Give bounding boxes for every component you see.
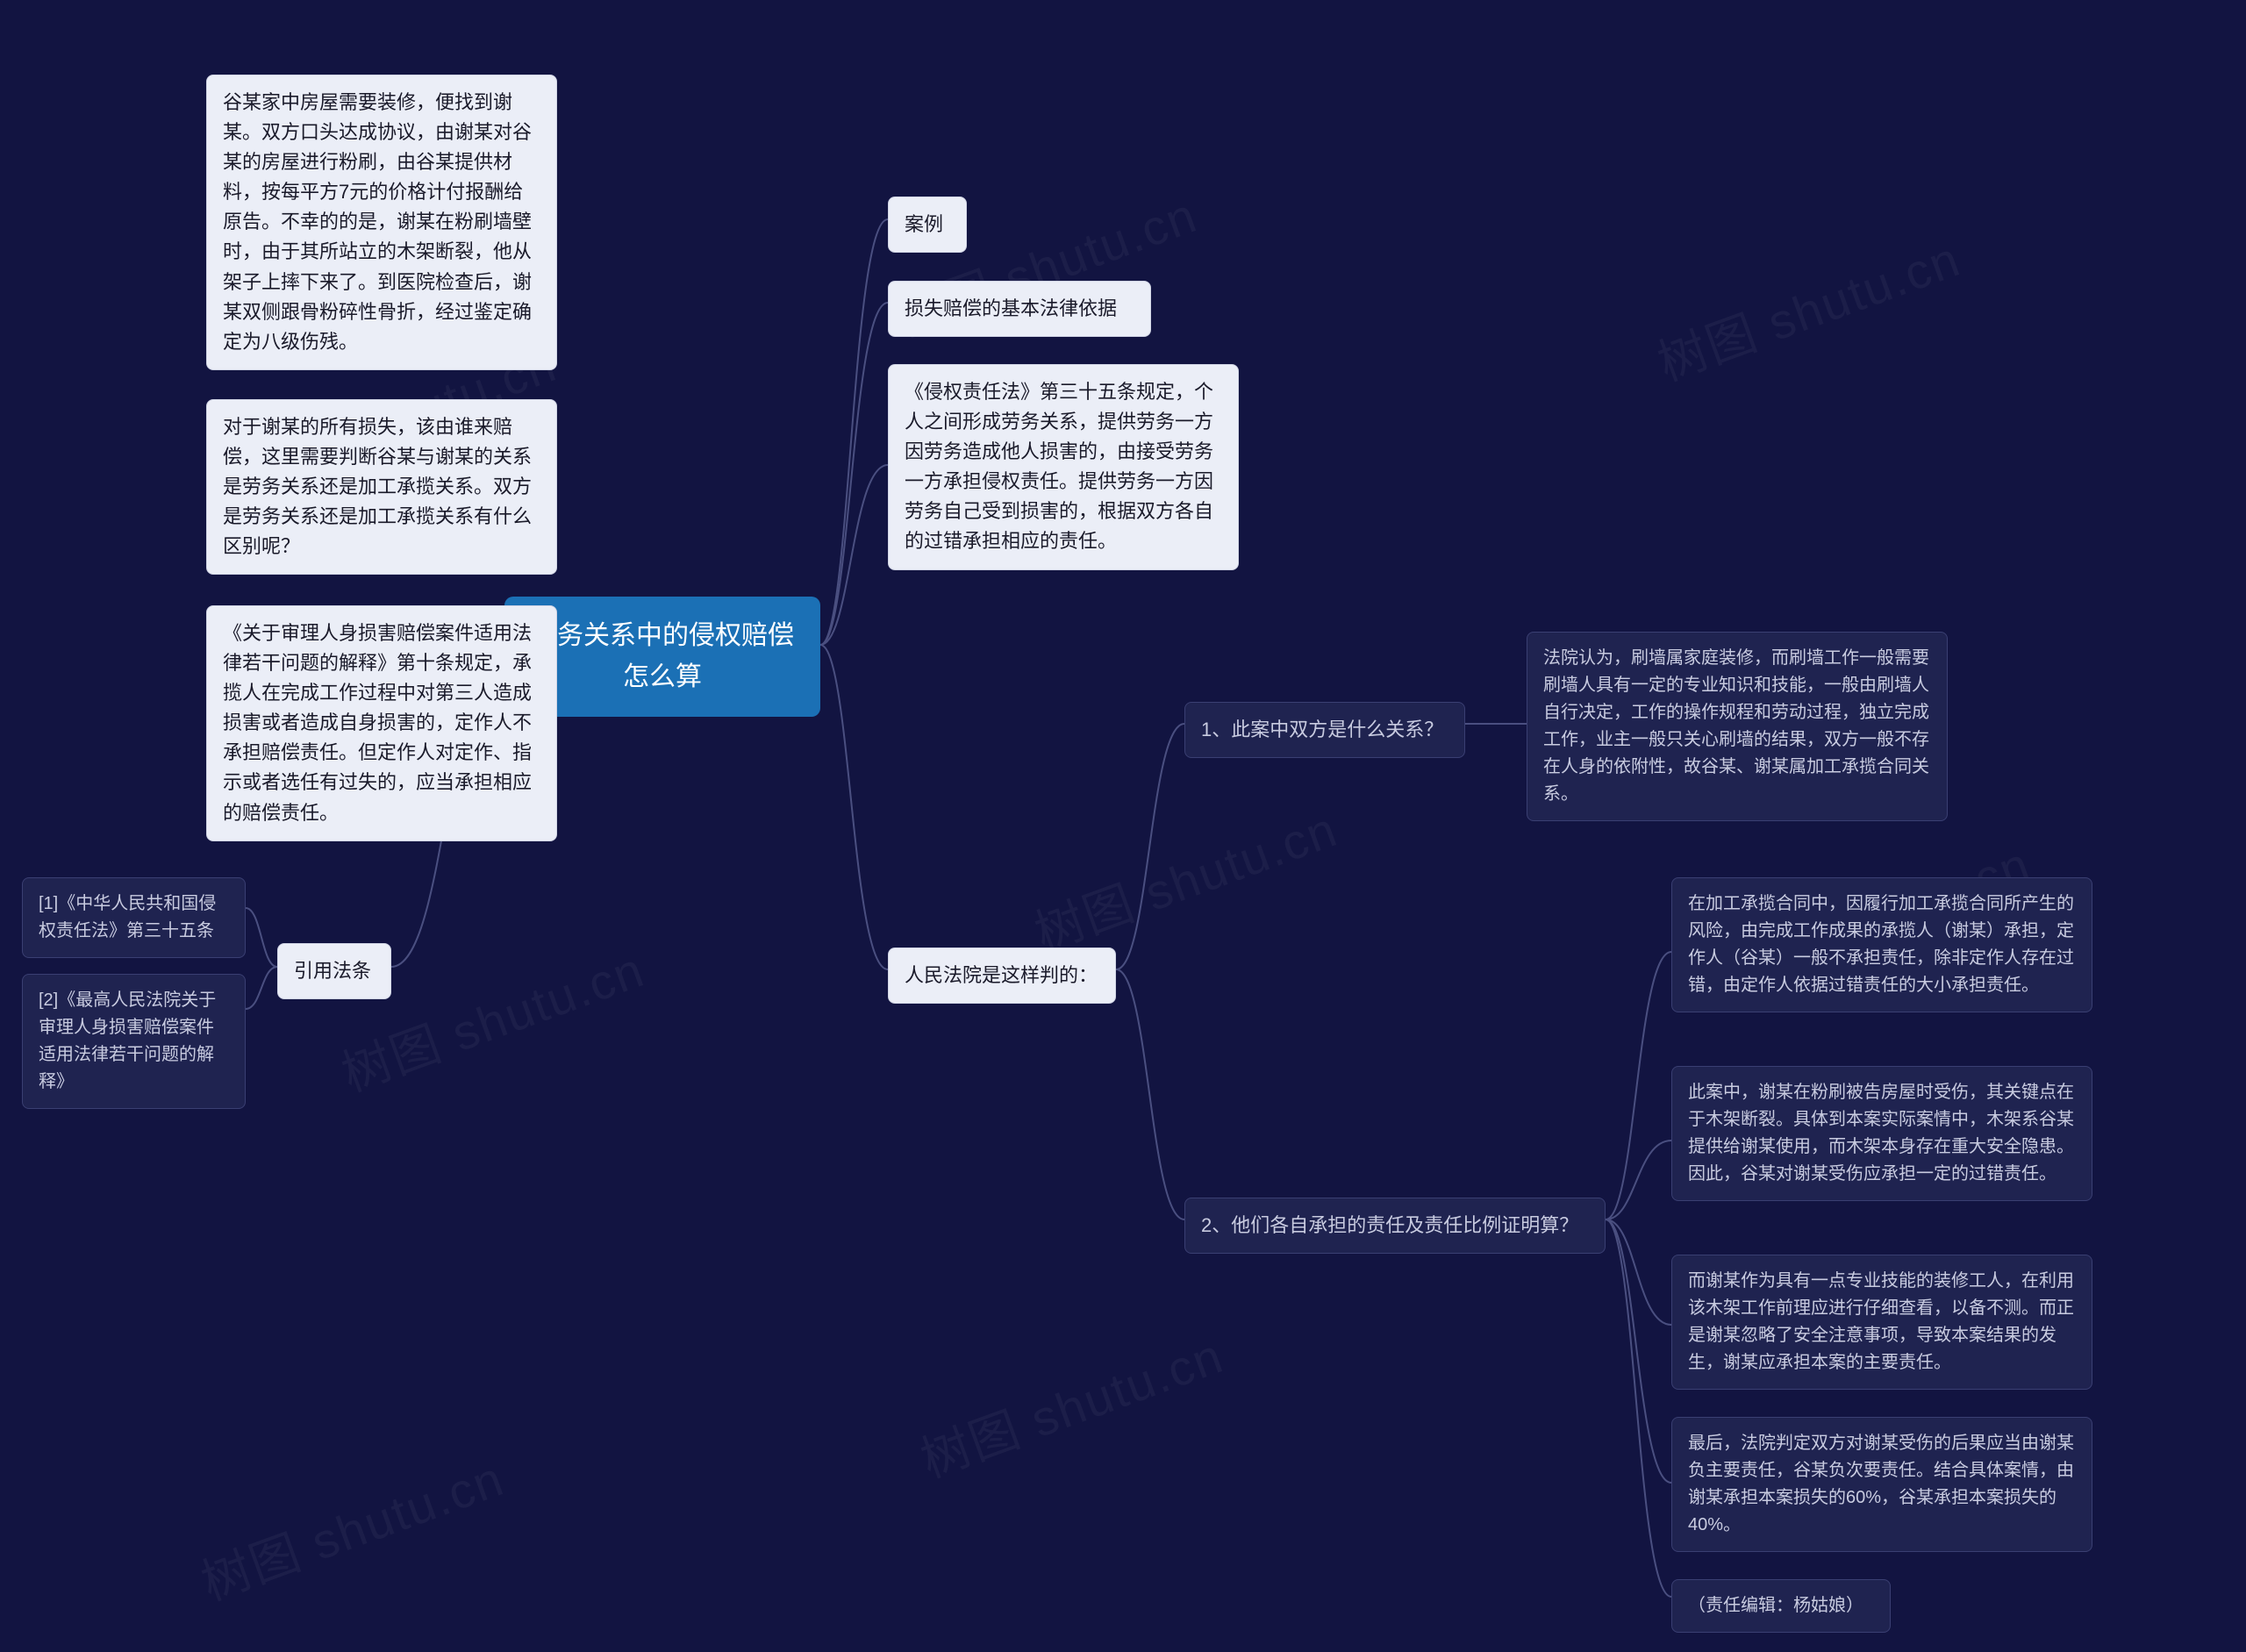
right-case-label: 案例 xyxy=(888,197,967,253)
right-case-label-text: 案例 xyxy=(905,213,943,235)
question-2-answer-1-text: 在加工承揽合同中，因履行加工承揽合同所产生的风险，由完成工作成果的承揽人（谢某）… xyxy=(1688,894,2074,995)
question-2-answer-4-text: 最后，法院判定双方对谢某受伤的后果应当由谢某负主要责任，谷某负次要责任。结合具体… xyxy=(1688,1434,2074,1534)
left-case-2: 对于谢某的所有损失，该由谁来赔偿，这里需要判断谷某与谢某的关系是劳务关系还是加工… xyxy=(206,399,557,575)
question-2: 2、他们各自承担的责任及责任比例证明算？ xyxy=(1184,1198,1606,1254)
center-topic-text: 劳务关系中的侵权赔偿怎么算 xyxy=(531,621,794,691)
question-2-answer-1: 在加工承揽合同中，因履行加工承揽合同所产生的风险，由完成工作成果的承揽人（谢某）… xyxy=(1671,877,2092,1012)
right-legal-basis-label-text: 损失赔偿的基本法律依据 xyxy=(905,297,1117,319)
left-case-1-text: 谷某家中房屋需要装修，便找到谢某。双方口头达成协议，由谢某对谷某的房屋进行粉刷，… xyxy=(223,91,532,353)
question-2-answer-4: 最后，法院判定双方对谢某受伤的后果应当由谢某负主要责任，谷某负次要责任。结合具体… xyxy=(1671,1417,2092,1552)
question-2-answer-5: （责任编辑：杨姑娘） xyxy=(1671,1579,1891,1633)
right-court-ruling-label-text: 人民法院是这样判的： xyxy=(905,964,1098,986)
cite-label: 引用法条 xyxy=(277,943,391,999)
watermark: 树图 shutu.cn xyxy=(1647,220,1969,396)
question-1-text: 1、此案中双方是什么关系？ xyxy=(1201,719,1443,740)
question-2-answer-3: 而谢某作为具有一点专业技能的装修工人，在利用该木架工作前理应进行仔细查看，以备不… xyxy=(1671,1255,2092,1390)
watermark: 树图 shutu.cn xyxy=(190,1440,512,1615)
right-article-35: 《侵权责任法》第三十五条规定，个人之间形成劳务关系，提供劳务一方因劳务造成他人损… xyxy=(888,364,1239,570)
question-2-answer-5-text: （责任编辑：杨姑娘） xyxy=(1688,1596,1863,1615)
question-1-answer-text: 法院认为，刷墙属家庭装修，而刷墙工作一般需要刷墙人具有一定的专业知识和技能，一般… xyxy=(1543,648,1929,804)
question-2-answer-2: 此案中，谢某在粉刷被告房屋时受伤，其关键点在于木架断裂。具体到本案实际案情中，木… xyxy=(1671,1066,2092,1201)
watermark: 树图 shutu.cn xyxy=(1024,790,1346,966)
left-case-1: 谷某家中房屋需要装修，便找到谢某。双方口头达成协议，由谢某对谷某的房屋进行粉刷，… xyxy=(206,75,557,370)
cite-1: [1]《中华人民共和国侵权责任法》第三十五条 xyxy=(22,877,246,958)
question-2-text: 2、他们各自承担的责任及责任比例证明算？ xyxy=(1201,1214,1578,1236)
cite-2-text: [2]《最高人民法院关于审理人身损害赔偿案件适用法律若干问题的解释》 xyxy=(39,990,216,1091)
left-case-3-text: 《关于审理人身损害赔偿案件适用法律若干问题的解释》第十条规定，承揽人在完成工作过… xyxy=(223,622,532,824)
question-1-answer: 法院认为，刷墙属家庭装修，而刷墙工作一般需要刷墙人具有一定的专业知识和技能，一般… xyxy=(1527,632,1948,821)
left-case-2-text: 对于谢某的所有损失，该由谁来赔偿，这里需要判断谷某与谢某的关系是劳务关系还是加工… xyxy=(223,416,532,557)
left-case-3: 《关于审理人身损害赔偿案件适用法律若干问题的解释》第十条规定，承揽人在完成工作过… xyxy=(206,605,557,841)
right-article-35-text: 《侵权责任法》第三十五条规定，个人之间形成劳务关系，提供劳务一方因劳务造成他人损… xyxy=(905,381,1213,552)
right-court-ruling-label: 人民法院是这样判的： xyxy=(888,948,1116,1004)
question-2-answer-3-text: 而谢某作为具有一点专业技能的装修工人，在利用该木架工作前理应进行仔细查看，以备不… xyxy=(1688,1271,2074,1372)
watermark: 树图 shutu.cn xyxy=(910,1317,1232,1492)
cite-label-text: 引用法条 xyxy=(294,960,371,982)
question-1: 1、此案中双方是什么关系？ xyxy=(1184,702,1465,758)
question-2-answer-2-text: 此案中，谢某在粉刷被告房屋时受伤，其关键点在于木架断裂。具体到本案实际案情中，木… xyxy=(1688,1083,2074,1184)
cite-1-text: [1]《中华人民共和国侵权责任法》第三十五条 xyxy=(39,894,216,940)
cite-2: [2]《最高人民法院关于审理人身损害赔偿案件适用法律若干问题的解释》 xyxy=(22,974,246,1109)
right-legal-basis-label: 损失赔偿的基本法律依据 xyxy=(888,281,1151,337)
